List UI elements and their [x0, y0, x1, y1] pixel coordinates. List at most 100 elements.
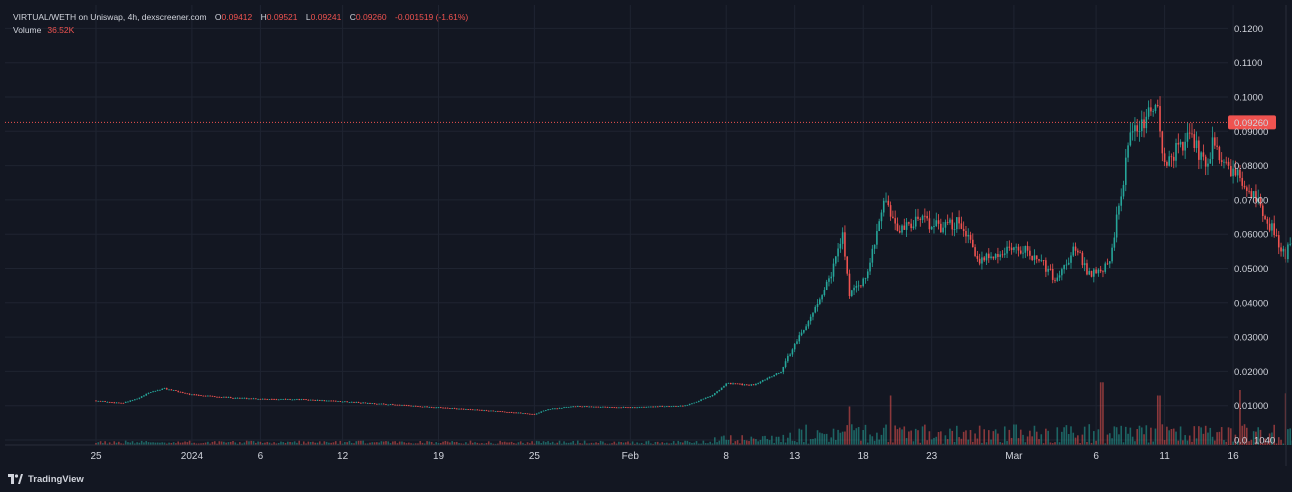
tradingview-logo[interactable]: TradingView [8, 471, 84, 487]
close-value: 0.09260 [355, 12, 387, 22]
candle-body [357, 402, 360, 403]
x-tick-label: 11 [1159, 451, 1170, 462]
candle-body [236, 397, 239, 399]
volume-bar [245, 440, 248, 445]
volume-bar [686, 440, 689, 445]
candle-body [1230, 165, 1232, 177]
volume-bar [1033, 425, 1036, 445]
volume-bar [289, 441, 291, 445]
volume-bar [1195, 438, 1198, 445]
volume-bar [318, 441, 321, 445]
volume-bar [1184, 435, 1186, 445]
candle-body [428, 407, 431, 408]
candle-body [624, 407, 627, 408]
candle-body [1268, 223, 1271, 231]
candle-body [524, 413, 527, 415]
volume-bar [1198, 426, 1200, 445]
volume-bar [1188, 435, 1191, 445]
candle-body [1097, 269, 1100, 274]
tradingview-logo-text: TradingView [28, 473, 84, 485]
volume-bar [1051, 443, 1054, 445]
candle-body [1250, 191, 1253, 199]
volume-bar [513, 442, 515, 445]
volume-bar [739, 443, 741, 445]
volume-bar [325, 441, 328, 445]
candle-body [471, 409, 474, 411]
volume-bar [1223, 440, 1225, 445]
y-tick-label: 0.1000 [1234, 93, 1263, 104]
candle-body [1088, 270, 1091, 275]
candle-body [321, 400, 323, 402]
volume-scale-label: 1040 [1254, 436, 1275, 447]
volume-bar [515, 443, 517, 445]
volume-bar [976, 438, 979, 445]
candle-body [453, 408, 456, 409]
candle-body [919, 218, 922, 220]
candle-body [250, 398, 253, 400]
volume-bar [990, 439, 992, 445]
volume-bar [102, 443, 104, 445]
volume-bar [341, 443, 344, 445]
candle-body [1179, 141, 1182, 145]
volume-bar [184, 441, 186, 445]
candle-body [668, 406, 670, 408]
volume-bar [1248, 441, 1250, 445]
volume-bar [1017, 438, 1020, 445]
volume-bar [835, 439, 837, 445]
volume-bar [570, 442, 572, 445]
candle-body [958, 217, 960, 224]
volume-bar [414, 443, 417, 445]
candle-body [474, 409, 476, 411]
candle-body [739, 383, 741, 385]
candle-body [672, 406, 675, 407]
candle-body [873, 244, 876, 249]
candle-body [204, 395, 207, 397]
volume-bar [369, 442, 371, 445]
candle-body [1227, 161, 1230, 166]
candle-body [451, 408, 453, 409]
candle-body [734, 383, 737, 385]
candle-body [127, 401, 129, 403]
volume-bar [1106, 434, 1109, 445]
y-tick-label: 0.1100 [1234, 58, 1262, 69]
candle-body [803, 330, 805, 333]
candle-body [604, 406, 606, 408]
candle-body [551, 408, 554, 410]
candle-body [312, 399, 314, 401]
volume-bar [624, 442, 627, 445]
candle-body [1124, 157, 1127, 185]
volume-bar [419, 440, 422, 445]
volume-bar [1131, 436, 1134, 445]
candle-body [574, 406, 577, 408]
candle-body [462, 408, 465, 410]
volume-bar [670, 443, 673, 445]
volume-bar [921, 426, 924, 445]
candle-body [316, 400, 319, 401]
volume-bar [880, 434, 883, 445]
candle-body [1188, 132, 1191, 134]
volume-bar [229, 441, 232, 445]
volume-bar [574, 443, 577, 445]
candle-body [305, 399, 307, 401]
volume-bar [348, 440, 351, 445]
candle-body [597, 406, 600, 408]
volume-bar [782, 434, 785, 445]
volume-bar [134, 443, 136, 445]
volume-bar [914, 428, 917, 445]
volume-bar [1211, 436, 1214, 445]
volume-bar [364, 443, 367, 445]
volume-bar [791, 440, 794, 445]
candle-body [857, 285, 860, 287]
candle-body [743, 384, 746, 386]
low-label: L [305, 12, 311, 22]
volume-bar [360, 440, 362, 445]
candle-body [1211, 137, 1214, 160]
candle-body [1047, 268, 1049, 272]
volume-bar [1177, 440, 1180, 445]
candle-body [823, 290, 826, 296]
x-tick-label: 16 [1228, 451, 1240, 462]
volume-bar [535, 440, 538, 445]
candle-body [216, 396, 218, 398]
volume-bar [1067, 434, 1070, 445]
